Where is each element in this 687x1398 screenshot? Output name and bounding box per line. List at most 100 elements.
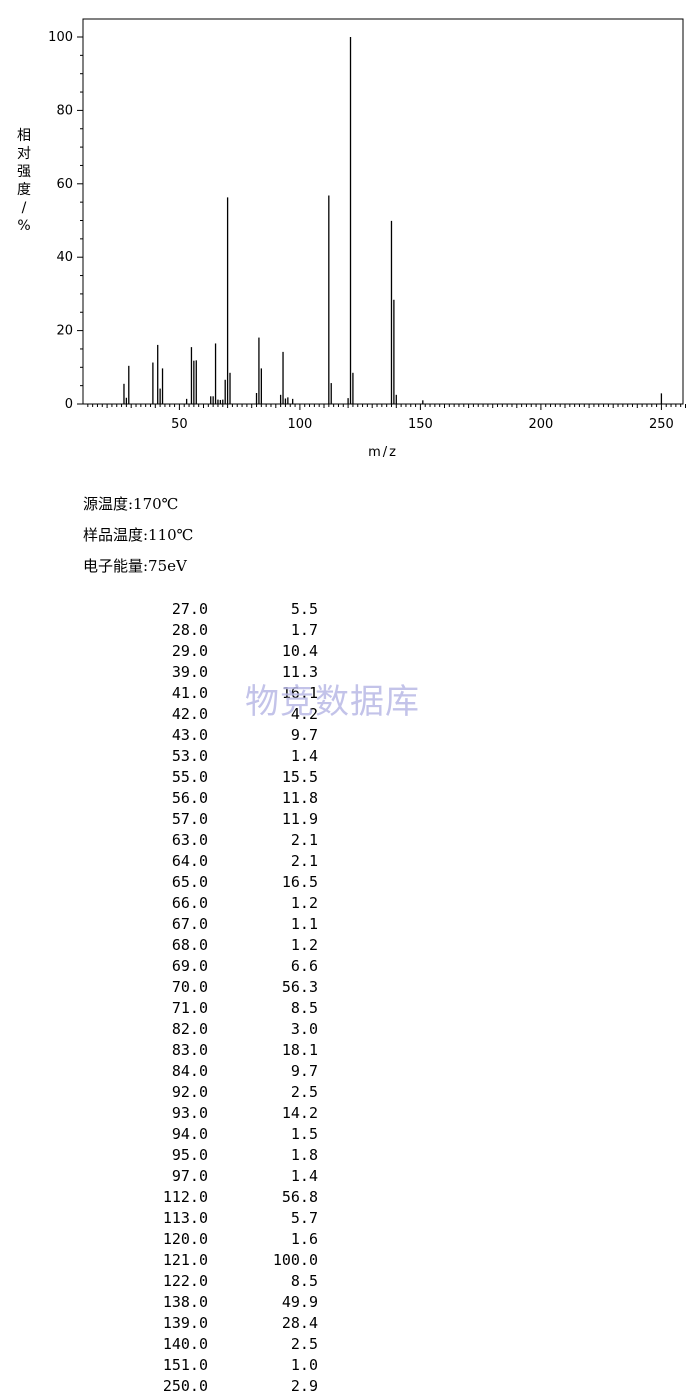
abundance-value: 1.6	[290, 1230, 318, 1248]
table-row: 151.0 1.0	[140, 1356, 330, 1377]
abundance-value: 3.0	[290, 1020, 318, 1038]
mz-value: 57.0	[171, 810, 208, 828]
abundance-value: 1.5	[290, 1125, 318, 1143]
mz-value: 138.0	[162, 1293, 208, 1311]
abundance-value: 49.9	[281, 1293, 318, 1311]
mz-value: 84.0	[171, 1062, 208, 1080]
mz-value: 28.0	[171, 621, 208, 639]
mz-value: 39.0	[171, 663, 208, 681]
y-tick-label: 100	[48, 30, 73, 45]
mz-value: 93.0	[171, 1104, 208, 1122]
abundance-value: 11.8	[281, 789, 318, 807]
table-row: 250.0 2.9	[140, 1377, 330, 1398]
table-row: 28.0 1.7	[140, 621, 330, 642]
mz-value: 70.0	[171, 978, 208, 996]
table-row: 43.0 9.7	[140, 726, 330, 747]
abundance-value: 11.9	[281, 810, 318, 828]
condition-line: 样品温度:110℃	[83, 526, 194, 544]
x-tick-label: 100	[287, 417, 312, 432]
abundance-value: 6.6	[290, 957, 318, 975]
table-row: 65.0 16.5	[140, 873, 330, 894]
mz-value: 69.0	[171, 957, 208, 975]
mz-value: 151.0	[162, 1356, 208, 1374]
table-row: 70.0 56.3	[140, 978, 330, 999]
mz-value: 65.0	[171, 873, 208, 891]
table-row: 138.0 49.9	[140, 1293, 330, 1314]
abundance-value: 2.9	[290, 1377, 318, 1395]
plot-frame	[82, 18, 684, 405]
abundance-value: 15.5	[281, 768, 318, 786]
x-tick-label: 50	[171, 417, 188, 432]
mz-value: 94.0	[171, 1125, 208, 1143]
table-row: 68.0 1.2	[140, 936, 330, 957]
table-row: 41.0 16.1	[140, 684, 330, 705]
mz-value: 71.0	[171, 999, 208, 1017]
abundance-value: 1.7	[290, 621, 318, 639]
abundance-value: 1.2	[290, 936, 318, 954]
x-tick-label: 150	[408, 417, 433, 432]
abundance-value: 9.7	[290, 1062, 318, 1080]
abundance-value: 1.4	[290, 747, 318, 765]
table-row: 39.0 11.3	[140, 663, 330, 684]
watermark: 物竞数据库	[245, 682, 420, 722]
table-row: 83.0 18.1	[140, 1041, 330, 1062]
mz-value: 92.0	[171, 1083, 208, 1101]
abundance-value: 1.1	[290, 915, 318, 933]
table-row: 63.0 2.1	[140, 831, 330, 852]
mz-value: 83.0	[171, 1041, 208, 1059]
mz-value: 121.0	[162, 1251, 208, 1269]
table-row: 57.0 11.9	[140, 810, 330, 831]
mz-value: 95.0	[171, 1146, 208, 1164]
mz-value: 56.0	[171, 789, 208, 807]
mz-value: 68.0	[171, 936, 208, 954]
mz-value: 122.0	[162, 1272, 208, 1290]
table-row: 92.0 2.5	[140, 1083, 330, 1104]
abundance-value: 16.1	[281, 684, 318, 702]
table-row: 97.0 1.4	[140, 1167, 330, 1188]
table-row: 95.0 1.8	[140, 1146, 330, 1167]
table-row: 71.0 8.5	[140, 999, 330, 1020]
mz-value: 112.0	[162, 1188, 208, 1206]
mz-value: 29.0	[171, 642, 208, 660]
mz-value: 42.0	[171, 705, 208, 723]
abundance-value: 11.3	[281, 663, 318, 681]
abundance-value: 28.4	[281, 1314, 318, 1332]
x-axis-label: m/z	[368, 445, 398, 460]
abundance-value: 8.5	[290, 999, 318, 1017]
y-tick-label: 0	[65, 397, 73, 412]
table-row: 139.0 28.4	[140, 1314, 330, 1335]
mz-value: 140.0	[162, 1335, 208, 1353]
abundance-value: 2.5	[290, 1335, 318, 1353]
abundance-value: 4.2	[290, 705, 318, 723]
abundance-value: 56.8	[281, 1188, 318, 1206]
mz-value: 82.0	[171, 1020, 208, 1038]
condition-line: 源温度:170℃	[83, 495, 179, 513]
abundance-value: 1.0	[290, 1356, 318, 1374]
table-row: 84.0 9.7	[140, 1062, 330, 1083]
abundance-value: 5.5	[290, 600, 318, 618]
x-tick-label: 250	[649, 417, 674, 432]
y-axis-label-char: /	[22, 200, 27, 216]
y-tick-label: 80	[56, 103, 73, 118]
table-row: 113.0 5.7	[140, 1209, 330, 1230]
table-row: 27.0 5.5	[140, 600, 330, 621]
table-row: 29.0 10.4	[140, 642, 330, 663]
abundance-value: 5.7	[290, 1209, 318, 1227]
mz-value: 113.0	[162, 1209, 208, 1227]
abundance-value: 14.2	[281, 1104, 318, 1122]
y-tick-label: 40	[56, 250, 73, 265]
table-row: 94.0 1.5	[140, 1125, 330, 1146]
mz-value: 41.0	[171, 684, 208, 702]
abundance-value: 56.3	[281, 978, 318, 996]
abundance-value: 2.5	[290, 1083, 318, 1101]
abundance-value: 16.5	[281, 873, 318, 891]
condition-line: 电子能量:75eV	[83, 557, 187, 575]
table-row: 66.0 1.2	[140, 894, 330, 915]
y-axis-label-char: 对	[17, 146, 31, 162]
abundance-value: 18.1	[281, 1041, 318, 1059]
mz-value: 53.0	[171, 747, 208, 765]
abundance-value: 8.5	[290, 1272, 318, 1290]
y-axis-label-char: 相	[17, 128, 31, 144]
y-tick-label: 20	[56, 324, 73, 339]
